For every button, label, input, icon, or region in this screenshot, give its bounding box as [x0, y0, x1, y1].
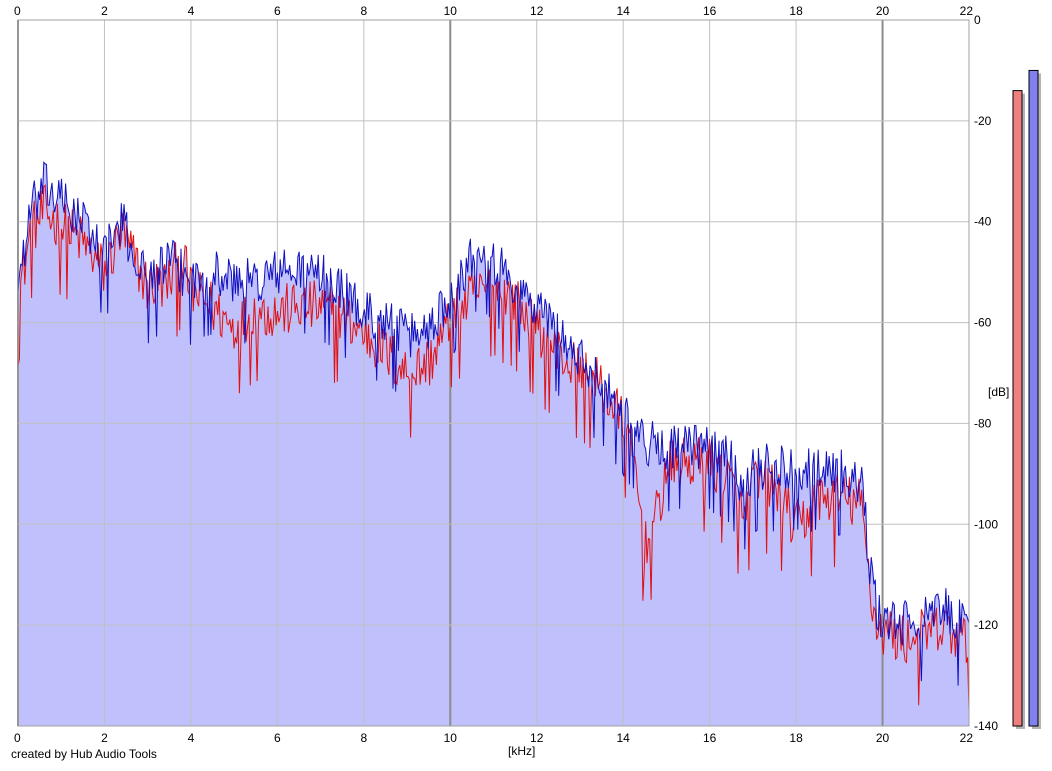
x-tick-label-bottom: 20 [876, 731, 890, 745]
x-tick-label-bottom: 16 [703, 731, 717, 745]
x-tick-label-top: 2 [101, 4, 108, 18]
x-tick-label-bottom: 0 [14, 731, 21, 745]
x-tick-label-bottom: 18 [789, 731, 803, 745]
y-tick-label: 0 [974, 13, 981, 27]
level-meters [1012, 69, 1041, 730]
spectrum-fill-area [18, 162, 969, 726]
x-tick-label-top: 16 [703, 4, 717, 18]
y-tick-label: -100 [974, 517, 998, 531]
y-tick-label: -60 [974, 316, 992, 330]
x-axis-label: [kHz] [508, 744, 535, 758]
x-tick-label-top: 6 [274, 4, 281, 18]
plot-frame [17, 19, 970, 727]
x-tick-label-bottom: 14 [617, 731, 631, 745]
x-tick-label-bottom: 4 [188, 731, 195, 745]
series-line-1 [17, 184, 970, 712]
y-tick-label: -140 [974, 719, 998, 733]
y-tick-label: -20 [974, 114, 992, 128]
credit-text: created by Hub Audio Tools [11, 747, 157, 761]
x-tick-label-top: 14 [617, 4, 631, 18]
y-tick-label: -120 [974, 618, 998, 632]
y-axis-label: [dB] [988, 385, 1009, 399]
x-tick-label-bottom: 12 [530, 731, 544, 745]
x-tick-label-bottom: 10 [444, 731, 458, 745]
y-tick-label: -80 [974, 416, 992, 430]
x-tick-label-top: 4 [188, 4, 195, 18]
x-tick-label-top: 0 [14, 4, 21, 18]
level-meter-2 [1028, 69, 1039, 727]
x-tick-label-top: 18 [789, 4, 803, 18]
x-tick-label-top: 8 [360, 4, 367, 18]
x-tick-label-top: 12 [530, 4, 544, 18]
x-tick-label-bottom: 22 [960, 731, 974, 745]
x-tick-label-top: 10 [444, 4, 458, 18]
x-tick-label-bottom: 8 [360, 731, 367, 745]
y-tick-label: -40 [974, 215, 992, 229]
level-meter-1 [1012, 90, 1023, 727]
spectrum-fill-layer [18, 162, 969, 726]
axis-layer: 002244668810101212141416161818202022220-… [14, 4, 998, 745]
x-tick-label-bottom: 2 [101, 731, 108, 745]
x-tick-label-top: 22 [960, 4, 974, 18]
series-line-2 [17, 161, 970, 686]
series-layer [17, 161, 970, 712]
x-tick-label-bottom: 6 [274, 731, 281, 745]
x-tick-label-top: 20 [876, 4, 890, 18]
